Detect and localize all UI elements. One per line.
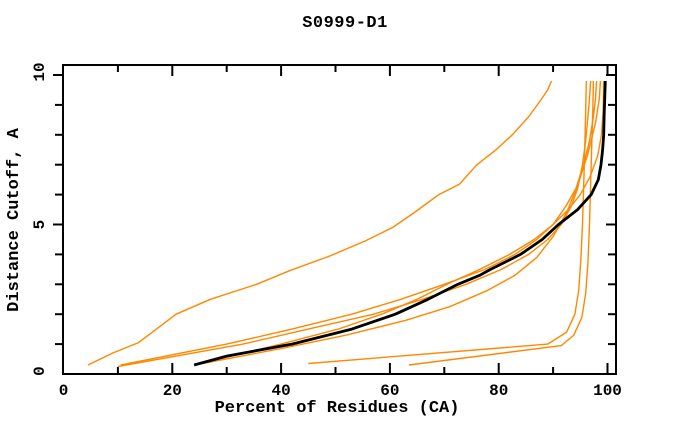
curve-model-5 — [196, 80, 605, 366]
axis-ticks — [53, 65, 616, 374]
x-axis-label: Percent of Residues (CA) — [215, 399, 460, 418]
curve-model-6-low — [308, 80, 587, 365]
x-tick-label-0: 0 — [59, 382, 69, 400]
x-tick-label-80: 80 — [489, 382, 508, 400]
curve-reference-black — [193, 80, 607, 367]
plot-frame — [62, 64, 617, 375]
plot-title: S0999-D1 — [302, 14, 388, 33]
curves-layer — [87, 80, 607, 368]
x-tick-label-40: 40 — [271, 382, 290, 400]
y-tick-label-5: 5 — [31, 220, 49, 230]
x-tick-label-100: 100 — [593, 382, 622, 400]
x-tick-label-20: 20 — [163, 382, 182, 400]
y-axis-label: Distance Cutoff, A — [5, 127, 24, 311]
curve-model-4 — [202, 80, 602, 365]
curve-model-3 — [120, 80, 598, 366]
curve-model-7-low — [408, 80, 595, 366]
y-tick-label-0: 0 — [31, 366, 49, 376]
x-tick-label-60: 60 — [380, 382, 399, 400]
curve-model-2 — [117, 80, 592, 368]
curve-model-outlier — [87, 80, 553, 366]
y-tick-label-10: 10 — [31, 62, 49, 81]
